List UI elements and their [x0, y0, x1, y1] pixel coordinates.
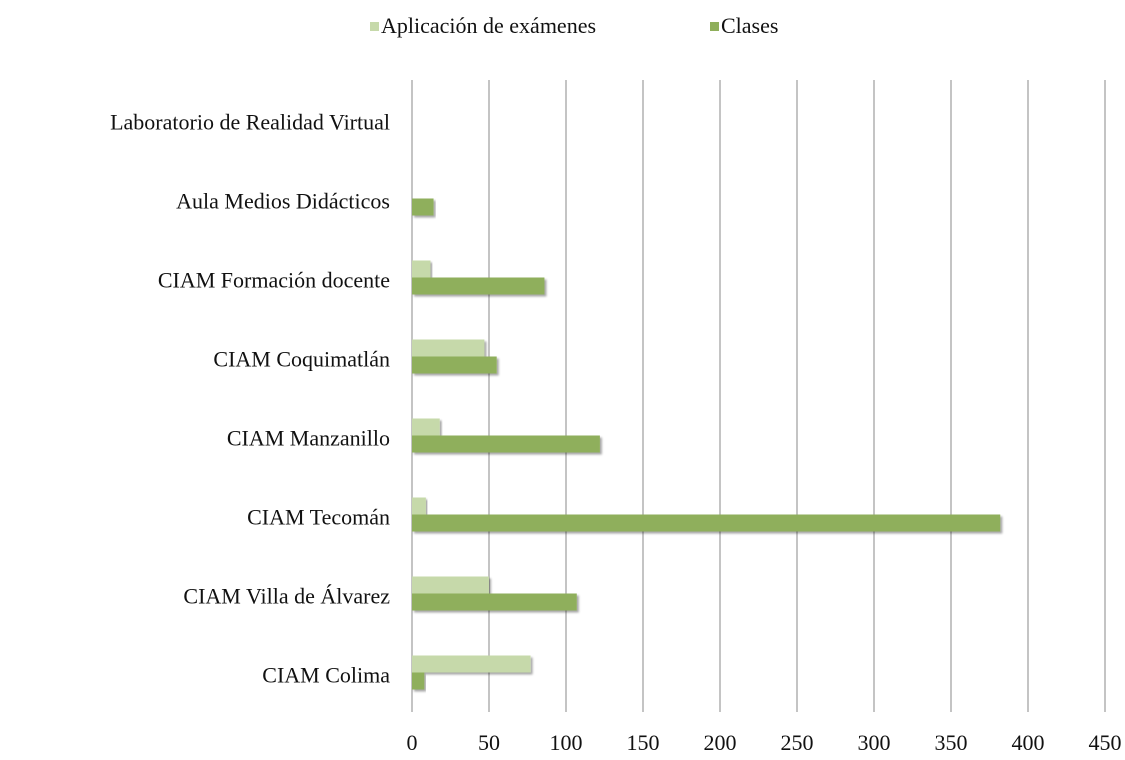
y-tick-label: CIAM Manzanillo: [227, 426, 390, 451]
bar: [412, 418, 440, 436]
legend-label: Aplicación de exámenes: [381, 13, 596, 38]
bar: [412, 497, 426, 515]
bar: [412, 576, 489, 594]
x-tick-label: 50: [478, 730, 500, 755]
bar: [412, 672, 425, 690]
bar: [412, 356, 497, 374]
bar: [412, 198, 434, 216]
x-tick-label: 100: [550, 730, 583, 755]
bar: [412, 514, 1001, 532]
x-tick-label: 350: [935, 730, 968, 755]
y-tick-label: Laboratorio de Realidad Virtual: [110, 110, 390, 135]
x-tick-label: 450: [1089, 730, 1122, 755]
bar: [412, 260, 431, 278]
bar: [412, 277, 545, 295]
legend-label: Clases: [721, 13, 778, 38]
bar: [412, 655, 531, 673]
y-tick-label: CIAM Colima: [262, 663, 390, 688]
y-tick-label: CIAM Villa de Álvarez: [183, 584, 390, 609]
x-tick-label: 200: [704, 730, 737, 755]
legend-swatch: [710, 22, 719, 31]
x-tick-label: 0: [407, 730, 418, 755]
x-tick-label: 150: [627, 730, 660, 755]
x-tick-label: 250: [781, 730, 814, 755]
x-tick-label: 300: [858, 730, 891, 755]
bar: [412, 593, 577, 611]
legend-swatch: [370, 22, 379, 31]
y-tick-label: Aula Medios Didácticos: [176, 189, 390, 214]
bar: [412, 435, 600, 453]
y-tick-label: CIAM Formación docente: [158, 268, 390, 293]
bar: [412, 339, 485, 357]
y-tick-label: CIAM Tecomán: [247, 505, 390, 530]
x-tick-label: 400: [1012, 730, 1045, 755]
y-tick-label: CIAM Coquimatlán: [213, 347, 390, 372]
